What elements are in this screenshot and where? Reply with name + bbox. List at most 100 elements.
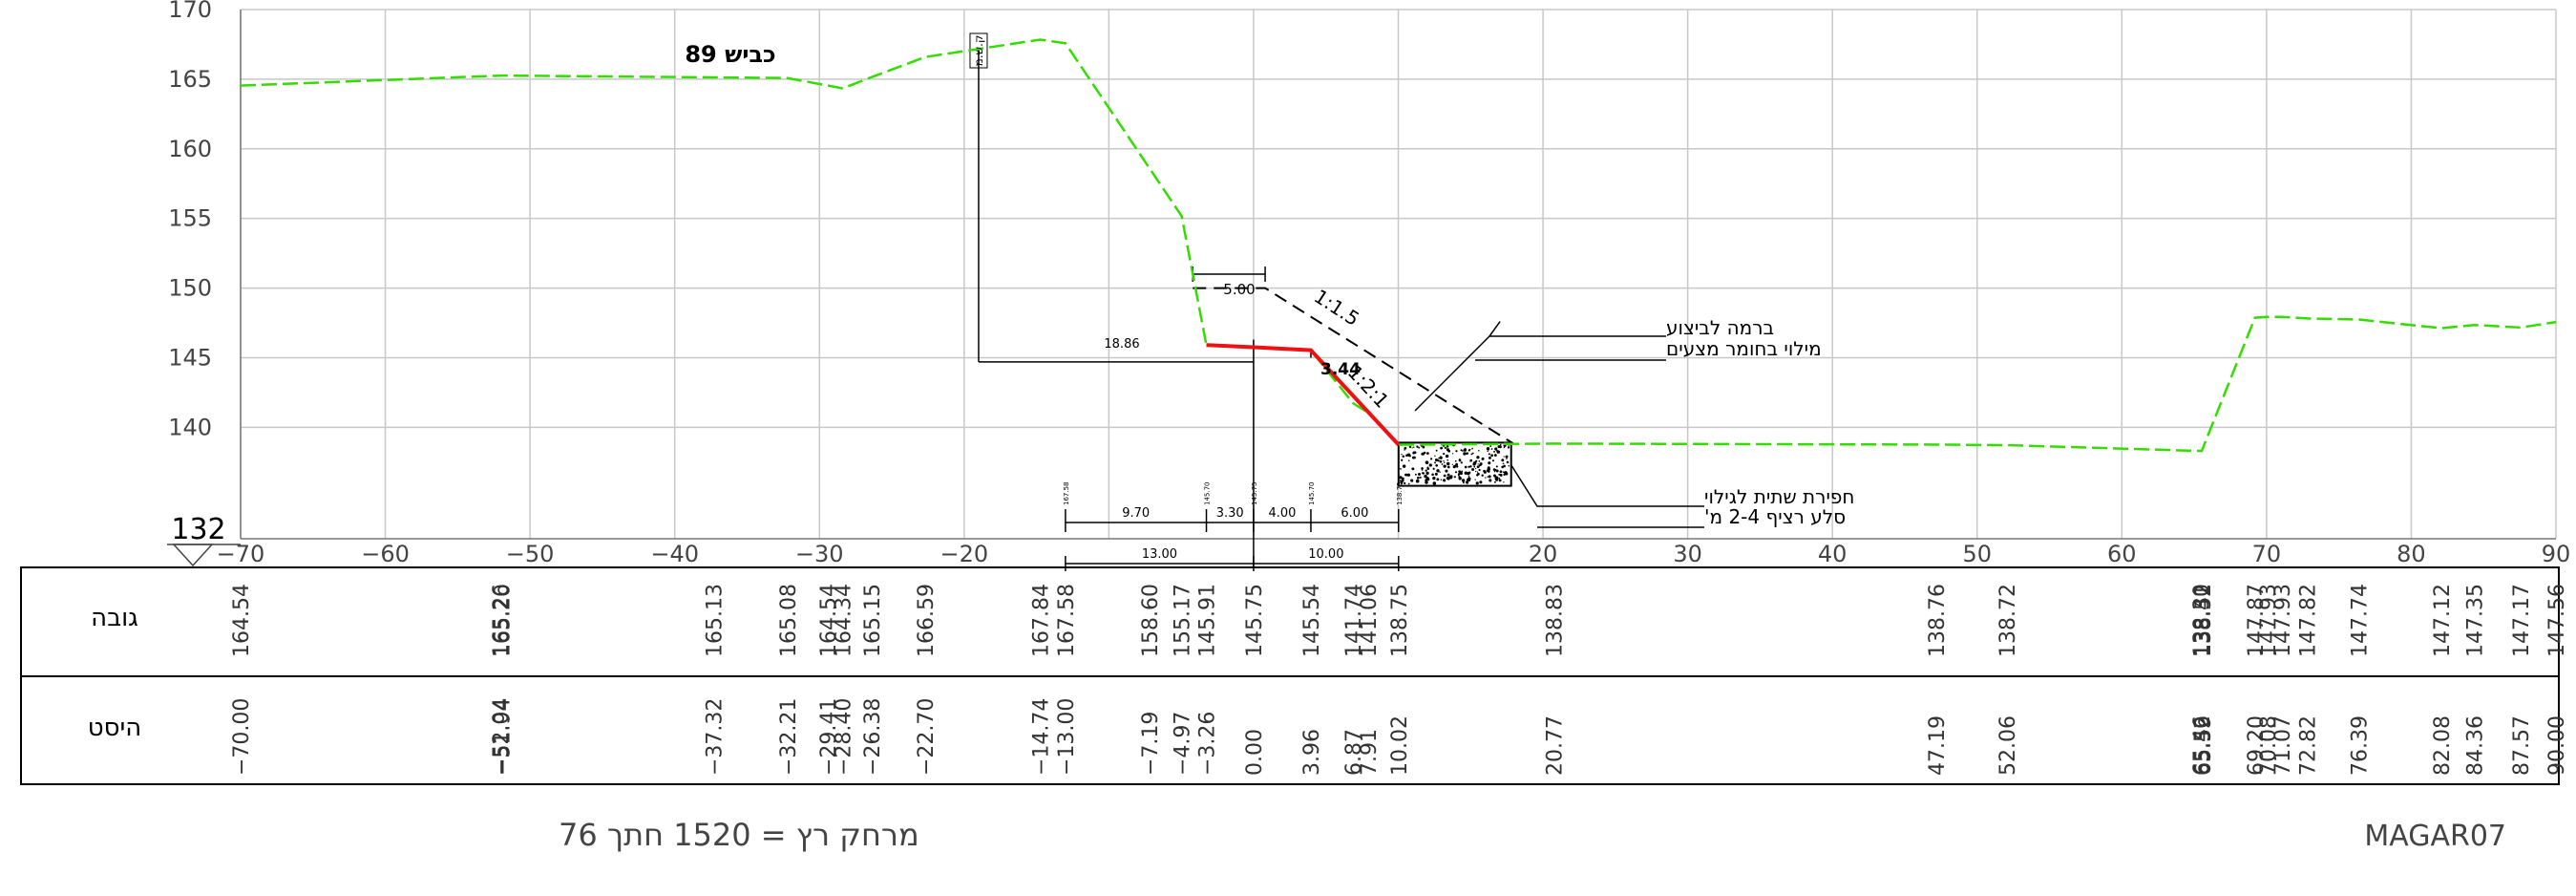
note-berm: ברמה לביצוע xyxy=(1666,316,1774,339)
table-cell-elevation: 147.12 xyxy=(2431,584,2455,657)
rock-speckle xyxy=(1464,465,1467,469)
datum-label: 132 xyxy=(171,513,225,546)
ground-profile-line xyxy=(240,38,2557,453)
rock-speckle xyxy=(1479,463,1482,466)
rock-speckle xyxy=(1399,476,1403,480)
rock-speckle xyxy=(1401,453,1403,456)
rock-speckle xyxy=(1400,480,1404,484)
rock-speckle xyxy=(1440,446,1443,450)
rock-speckle xyxy=(1432,481,1437,485)
rock-speckle xyxy=(1437,459,1440,461)
rock-speckle xyxy=(1417,473,1421,477)
rock-speckle xyxy=(1431,473,1434,476)
rock-speckle xyxy=(1410,479,1414,482)
rock-speckle xyxy=(1404,474,1406,477)
rock-speckle xyxy=(1438,457,1440,459)
table-row-label-elevation: גובה xyxy=(91,604,138,632)
rock-speckle xyxy=(1461,479,1466,482)
table-cell-offset: −3.26 xyxy=(1196,712,1220,776)
rock-speckle xyxy=(1477,463,1479,465)
table-cell-offset: 6.87 xyxy=(1342,729,1366,776)
rock-speckle xyxy=(1456,465,1459,468)
rock-speckle xyxy=(1408,455,1411,458)
rock-speckle xyxy=(1436,478,1440,481)
rock-speckle xyxy=(1493,450,1496,453)
rock-speckle xyxy=(1445,454,1449,459)
table-cell-elevation: 164.34 xyxy=(833,584,856,657)
rock-speckle xyxy=(1489,456,1491,459)
rock-speckle xyxy=(1471,447,1473,450)
rock-speckle xyxy=(1475,468,1477,470)
small-mark-label: 167.58 xyxy=(1063,482,1070,506)
rock-speckle xyxy=(1502,462,1505,465)
dimension-step: 3.44 xyxy=(1320,360,1361,379)
rock-speckle xyxy=(1405,455,1407,457)
small-mark-label: 145.70 xyxy=(1308,482,1316,506)
note-rock: סלע רציף 2-4 מ' xyxy=(1704,505,1846,528)
table-cell-elevation: 167.58 xyxy=(1055,584,1079,657)
table-cell-elevation: 141.06 xyxy=(1358,584,1382,657)
rock-speckle xyxy=(1505,455,1509,459)
rock-speckle xyxy=(1446,461,1450,466)
road-label: כביש 89 xyxy=(685,41,775,68)
y-tick-label: 140 xyxy=(168,414,212,440)
x-tick-label: 80 xyxy=(2397,541,2426,567)
x-tick-label: 30 xyxy=(1673,541,1702,567)
table-cell-elevation: 165.26 xyxy=(490,584,514,657)
table-cell-elevation: 164.54 xyxy=(230,584,254,657)
y-tick-label: 165 xyxy=(168,66,212,93)
table-cell-elevation: 167.84 xyxy=(1030,584,1054,657)
slope-label-upper: 1:1.5 xyxy=(1310,285,1363,331)
note-trench: חפירת שתית לגילוי xyxy=(1704,485,1854,508)
x-tick-label: 50 xyxy=(1962,541,1992,567)
table-cell-offset: −51.94 xyxy=(492,698,516,776)
x-tick-label: −60 xyxy=(361,541,410,567)
table-cell-offset: −37.32 xyxy=(703,698,727,776)
rock-speckle xyxy=(1487,467,1490,471)
rock-speckle xyxy=(1487,470,1490,473)
y-tick-label: 170 xyxy=(168,0,212,23)
rock-speckle xyxy=(1421,472,1424,475)
rock-speckle xyxy=(1493,454,1497,457)
rock-speckle xyxy=(1507,446,1510,449)
rock-speckle xyxy=(1458,477,1462,480)
table-cell-elevation: 138.30 xyxy=(2190,584,2214,657)
profiles xyxy=(240,38,2557,453)
rock-speckle xyxy=(1415,479,1420,483)
data-table xyxy=(20,566,2560,785)
table-cell-offset: 52.06 xyxy=(1996,715,2020,776)
table-cell-elevation: 164.54 xyxy=(817,584,841,657)
table-cell-offset: 7.91 xyxy=(1358,729,1382,776)
rock-speckle xyxy=(1476,471,1479,473)
rock-speckle xyxy=(1412,446,1415,448)
table-cell-offset: 90.00 xyxy=(2545,715,2569,776)
rock-speckle xyxy=(1471,467,1475,471)
rock-speckle xyxy=(1488,475,1491,479)
small-mark-label: 138.75 xyxy=(1396,482,1404,506)
table-cell-elevation: 138.76 xyxy=(1926,584,1950,657)
note-fill: מילוי בחומר מצעים xyxy=(1666,337,1822,360)
y-tick-label: 155 xyxy=(168,205,212,232)
rock-speckle xyxy=(1498,477,1501,480)
design-profile-line xyxy=(1206,343,1401,446)
rock-speckle xyxy=(1462,481,1465,484)
rock-speckle xyxy=(1460,461,1463,464)
rock-speckle xyxy=(1408,445,1412,449)
table-cell-elevation: 165.13 xyxy=(703,584,727,657)
table-cell-offset: −70.00 xyxy=(230,698,254,776)
rock-speckle xyxy=(1426,452,1429,455)
rock-speckle xyxy=(1475,459,1478,462)
segment-label: 4.00 xyxy=(1268,506,1296,521)
table-cell-offset: 47.19 xyxy=(1926,715,1950,776)
rock-speckle xyxy=(1498,479,1502,482)
rock-speckle xyxy=(1432,476,1436,480)
table-cell-offset: −29.41 xyxy=(817,698,841,776)
x-tick-label: 60 xyxy=(2107,541,2137,567)
rock-speckle xyxy=(1503,481,1505,483)
table-cell-elevation: 138.75 xyxy=(1388,584,1412,657)
rock-speckle xyxy=(1467,465,1470,468)
table-cell-offset: 65.52 xyxy=(2191,715,2215,776)
table-cell-elevation: 145.75 xyxy=(1243,584,1267,657)
table-cell-elevation: 147.56 xyxy=(2545,584,2569,657)
